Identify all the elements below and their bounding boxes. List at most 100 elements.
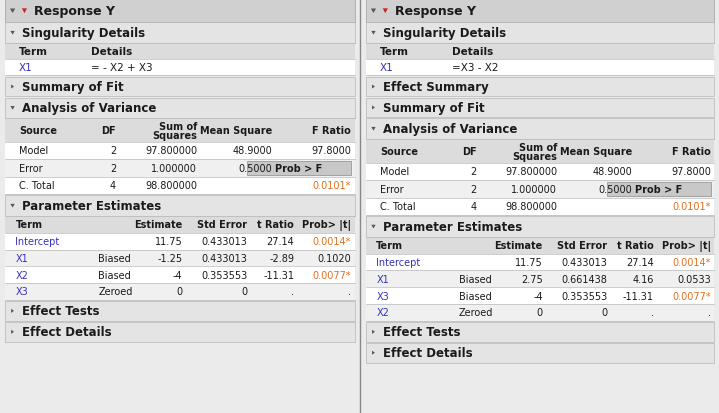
Text: DF: DF (462, 147, 477, 157)
Bar (4, 0, 355, 24)
Bar (365, 180, 715, 198)
Bar (4, 301, 355, 321)
Text: Model: Model (19, 146, 48, 156)
Text: F Ratio: F Ratio (313, 126, 351, 135)
Text: Prob > F: Prob > F (275, 164, 323, 173)
Polygon shape (372, 330, 375, 334)
Bar (4, 250, 355, 267)
Text: 2: 2 (470, 184, 477, 195)
Polygon shape (371, 32, 375, 36)
Text: Sum of: Sum of (519, 142, 557, 152)
Text: 0.5000: 0.5000 (599, 184, 632, 195)
Bar (4, 44, 355, 60)
Text: Effect Details: Effect Details (22, 325, 111, 339)
Polygon shape (10, 107, 14, 110)
Text: Source: Source (380, 147, 418, 157)
Text: t Ratio: t Ratio (617, 241, 654, 251)
Text: Effect Details: Effect Details (383, 347, 472, 359)
Polygon shape (10, 9, 15, 14)
Bar (4, 98, 355, 119)
Bar (4, 24, 355, 44)
Text: 1.000000: 1.000000 (511, 184, 557, 195)
Bar (4, 160, 355, 177)
Text: Biased: Biased (459, 291, 492, 301)
Polygon shape (372, 85, 375, 89)
Text: Prob> |t|: Prob> |t| (661, 240, 711, 251)
Text: Summary of Fit: Summary of Fit (22, 81, 124, 94)
Text: 0.0014*: 0.0014* (672, 257, 711, 267)
Text: Term: Term (380, 47, 409, 57)
Text: 0: 0 (601, 308, 608, 318)
Polygon shape (10, 32, 14, 36)
Bar (4, 142, 355, 160)
Text: DF: DF (101, 126, 116, 135)
Text: -11.31: -11.31 (623, 291, 654, 301)
Text: 1.000000: 1.000000 (151, 164, 197, 173)
Text: 0.433013: 0.433013 (201, 253, 247, 263)
Text: Zeroed: Zeroed (459, 308, 493, 318)
Bar (365, 237, 715, 254)
Text: 0.433013: 0.433013 (562, 257, 608, 267)
Text: 97.800000: 97.800000 (145, 146, 197, 156)
Text: Sum of: Sum of (159, 121, 197, 131)
Text: Term: Term (376, 241, 403, 251)
Bar (365, 140, 715, 163)
Text: Mean Square: Mean Square (201, 126, 273, 135)
Bar (365, 287, 715, 304)
Text: 0.353553: 0.353553 (561, 291, 608, 301)
Bar (365, 78, 715, 97)
Bar (365, 44, 715, 60)
Polygon shape (371, 128, 375, 131)
Bar (4, 283, 355, 300)
Text: Estimate: Estimate (495, 241, 543, 251)
Text: 0.0077*: 0.0077* (672, 291, 711, 301)
Text: 0.0101*: 0.0101* (672, 202, 711, 212)
Text: 2.75: 2.75 (521, 274, 543, 284)
Polygon shape (371, 225, 375, 229)
Bar (365, 198, 715, 216)
Bar (4, 78, 355, 97)
Text: 2: 2 (110, 164, 116, 173)
Bar (4, 322, 355, 342)
Text: Term: Term (19, 47, 48, 57)
Text: 48.9000: 48.9000 (592, 167, 632, 177)
Text: 0.0533: 0.0533 (677, 274, 711, 284)
Polygon shape (12, 330, 14, 334)
Bar (365, 322, 715, 342)
Text: Std Error: Std Error (197, 220, 247, 230)
Bar (365, 24, 715, 44)
Text: Parameter Estimates: Parameter Estimates (22, 200, 161, 213)
Bar (365, 254, 715, 271)
Text: 4.16: 4.16 (633, 274, 654, 284)
Text: X2: X2 (16, 270, 28, 280)
Text: 0.1020: 0.1020 (318, 253, 351, 263)
Text: Response Y: Response Y (35, 5, 115, 18)
Polygon shape (22, 9, 27, 14)
Text: 0.353553: 0.353553 (201, 270, 247, 280)
Text: 4: 4 (470, 202, 477, 212)
Bar (4, 216, 355, 233)
Text: -4: -4 (533, 291, 543, 301)
Polygon shape (372, 351, 375, 355)
Bar (365, 0, 715, 24)
Bar (365, 119, 715, 140)
Text: F Ratio: F Ratio (672, 147, 711, 157)
Text: 97.8000: 97.8000 (671, 167, 711, 177)
Text: 0.0014*: 0.0014* (313, 237, 351, 247)
Text: Term: Term (16, 220, 42, 230)
Text: Error: Error (19, 164, 42, 173)
Text: Parameter Estimates: Parameter Estimates (383, 221, 522, 234)
Text: 0: 0 (536, 308, 543, 318)
Bar (4, 196, 355, 216)
Text: Analysis of Variance: Analysis of Variance (22, 102, 156, 115)
Bar (4, 267, 355, 283)
Text: 27.14: 27.14 (626, 257, 654, 267)
Polygon shape (371, 9, 376, 14)
Text: Prob> |t|: Prob> |t| (302, 219, 351, 230)
Text: -2.89: -2.89 (269, 253, 294, 263)
Text: Squares: Squares (152, 131, 197, 141)
Bar (247, 161, 352, 175)
Text: Effect Tests: Effect Tests (383, 325, 460, 339)
Text: Intercept: Intercept (376, 257, 421, 267)
Text: t Ratio: t Ratio (257, 220, 294, 230)
